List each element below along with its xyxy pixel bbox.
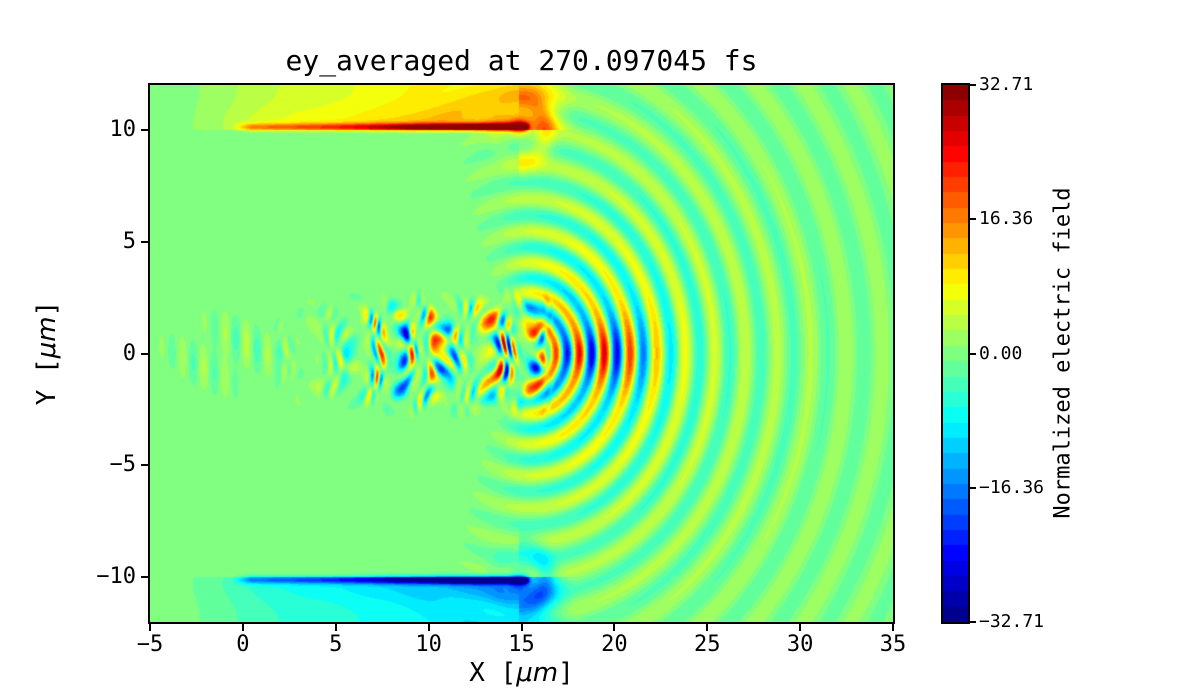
x-tick [149, 624, 151, 631]
x-tick-label: 30 [786, 632, 814, 657]
x-tick-label: −5 [136, 632, 164, 657]
x-tick-label: 10 [415, 632, 442, 657]
colorbar-tick [970, 621, 976, 623]
y-tick [141, 464, 148, 467]
heatmap-canvas [150, 85, 893, 622]
x-axis-label-post: ] [558, 658, 574, 688]
x-tick [892, 624, 894, 631]
x-tick [613, 624, 616, 631]
x-tick-label: 35 [879, 632, 907, 657]
x-tick [706, 624, 709, 631]
y-axis-label-mu: μm [32, 316, 62, 359]
x-axis-label-pre: X [ [469, 658, 517, 688]
y-axis-label-pre: Y [ [32, 358, 62, 406]
y-tick-label: −5 [109, 452, 137, 478]
x-tick [799, 624, 802, 631]
y-axis-label-post: ] [32, 300, 62, 317]
x-axis-label-mu: μm [516, 658, 559, 688]
y-tick [141, 352, 148, 355]
y-tick [141, 128, 148, 131]
colorbar-tick-label: −16.36 [979, 476, 1045, 498]
y-tick-label: 10 [109, 116, 137, 142]
colorbar-tick-label: 32.71 [979, 74, 1034, 95]
plot-area [148, 83, 895, 624]
y-axis-label: Y [μm] [32, 301, 62, 406]
y-tick-label: 5 [122, 228, 136, 254]
x-tick [241, 624, 244, 631]
colorbar-tick [970, 218, 976, 221]
y-tick [141, 240, 148, 243]
x-tick [427, 624, 430, 631]
y-tick [141, 576, 148, 579]
colorbar-tick-label: 16.36 [979, 208, 1034, 230]
colorbar-tick-label: 0.00 [979, 342, 1023, 364]
colorbar-tick [970, 84, 976, 86]
x-tick [334, 624, 337, 631]
colorbar-tick-label: −32.71 [979, 611, 1045, 632]
colorbar-tick [970, 352, 976, 355]
y-tick-label: 0 [122, 340, 136, 366]
x-axis-label: X [μm] [150, 658, 893, 688]
x-tick-label: 0 [236, 632, 250, 657]
x-tick [520, 624, 523, 631]
x-tick-label: 5 [329, 632, 343, 657]
colorbar-tick [970, 486, 976, 489]
y-tick-label: −10 [96, 564, 136, 590]
plot-title: ey_averaged at 270.097045 fs [285, 44, 758, 77]
colorbar-canvas [943, 85, 968, 622]
x-tick-label: 20 [601, 632, 628, 657]
x-tick-label: 25 [694, 632, 721, 657]
colorbar [941, 83, 970, 624]
x-tick-label: 15 [508, 632, 535, 657]
